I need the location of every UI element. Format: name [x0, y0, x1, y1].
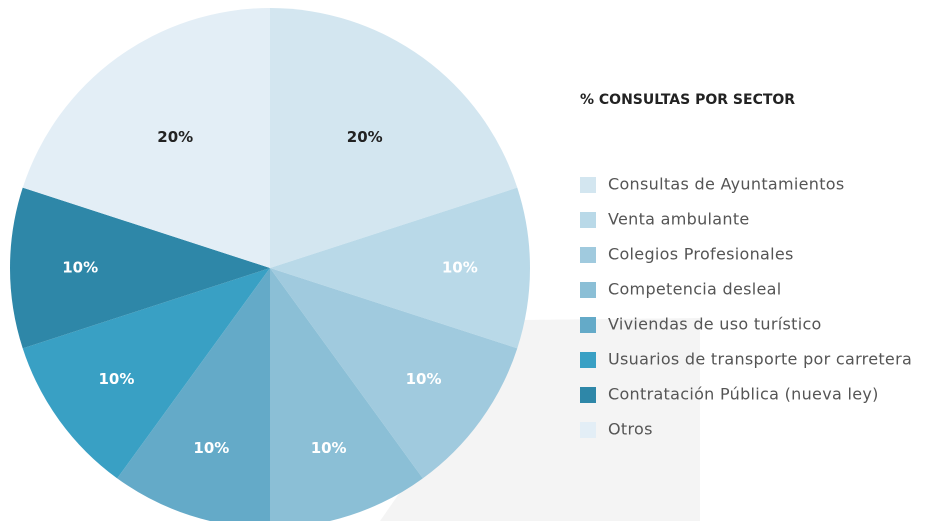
slice-label: 10%: [442, 259, 478, 277]
slice-label: 10%: [406, 370, 442, 388]
pie-slice: [270, 268, 423, 521]
legend-swatch: [580, 352, 596, 368]
legend-swatch: [580, 177, 596, 193]
legend-label: Consultas de Ayuntamientos: [608, 175, 845, 194]
slice-label: 10%: [193, 439, 229, 457]
pie-slice: [270, 187, 531, 349]
slice-label: 20%: [347, 128, 383, 146]
slice-label: 20%: [157, 128, 193, 146]
background-shape: [380, 318, 700, 521]
pie-slice: [270, 8, 518, 268]
chart-title: % CONSULTAS POR SECTOR: [580, 92, 795, 108]
pie-slice: [22, 8, 270, 268]
legend-swatch: [580, 212, 596, 228]
legend-label: Venta ambulante: [608, 210, 750, 229]
pie-slice: [117, 268, 270, 521]
legend-label: Contratación Pública (nueva ley): [608, 385, 879, 404]
legend-label: Competencia desleal: [608, 280, 782, 299]
legend-swatch: [580, 317, 596, 333]
legend-swatch: [580, 247, 596, 263]
legend-swatch: [580, 282, 596, 298]
pie-slice: [22, 268, 270, 479]
pie-slice: [270, 268, 518, 479]
slice-label: 10%: [62, 259, 98, 277]
legend-label: Otros: [608, 420, 653, 439]
pie-slice: [9, 187, 270, 349]
slice-label: 10%: [98, 370, 134, 388]
slice-label: 10%: [311, 439, 347, 457]
legend-swatch: [580, 422, 596, 438]
legend-label: Usuarios de transporte por carretera: [608, 350, 912, 369]
legend-swatch: [580, 387, 596, 403]
legend-label: Viviendas de uso turístico: [608, 315, 822, 334]
legend-label: Colegios Profesionales: [608, 245, 794, 264]
